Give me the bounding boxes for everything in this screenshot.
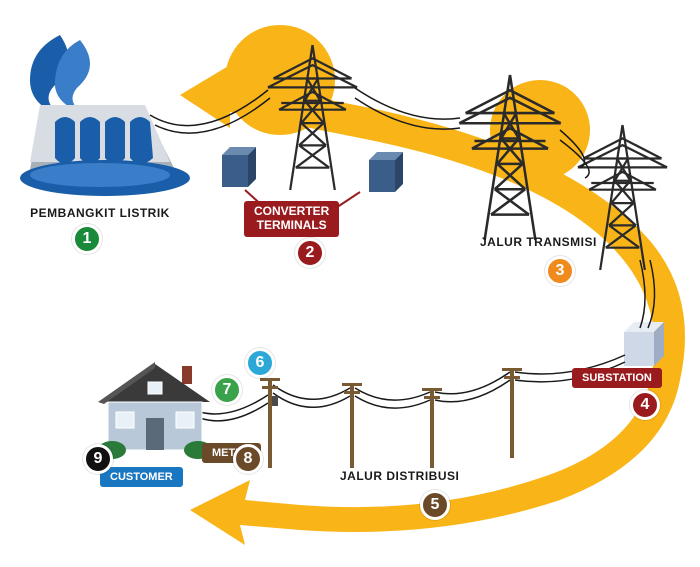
badge-7: 7: [212, 375, 242, 405]
label-substation: SUBSTATION: [572, 368, 662, 388]
pole-4: [260, 368, 280, 468]
pole-1: [502, 358, 522, 458]
diagram-stage: PEMBANGKIT LISTRIK CONVERTER TERMINALS J…: [0, 0, 700, 567]
pole-3: [342, 373, 362, 468]
badge-9: 9: [83, 444, 113, 474]
label-converter-text: CONVERTER TERMINALS: [254, 204, 329, 232]
badge-1: 1: [72, 224, 102, 254]
label-converter: CONVERTER TERMINALS: [244, 201, 339, 237]
label-generator: PEMBANGKIT LISTRIK: [20, 206, 180, 220]
badge-3: 3: [545, 256, 575, 286]
badge-2: 2: [295, 238, 325, 268]
label-customer: CUSTOMER: [100, 467, 183, 487]
pole-2: [422, 378, 442, 468]
badge-4: 4: [630, 390, 660, 420]
badge-6: 6: [245, 348, 275, 378]
customer-house: [90, 360, 220, 460]
label-transmission: JALUR TRANSMISI: [480, 235, 597, 249]
label-distribution: JALUR DISTRIBUSI: [340, 469, 459, 483]
badge-8: 8: [233, 444, 263, 474]
badge-5: 5: [420, 490, 450, 520]
